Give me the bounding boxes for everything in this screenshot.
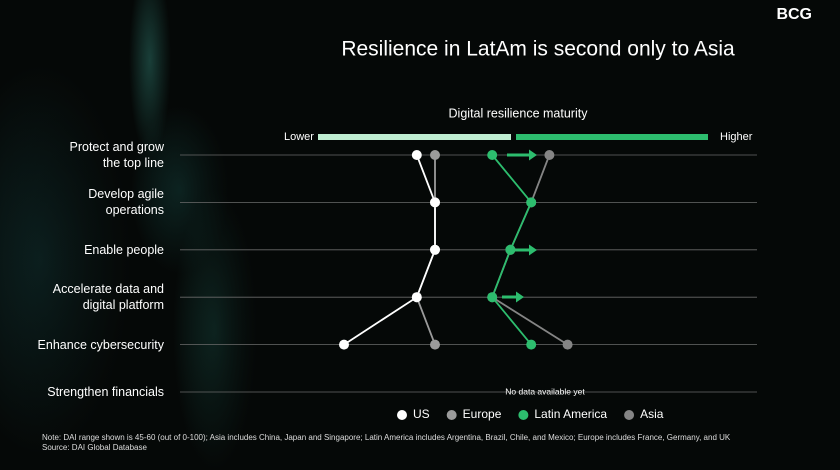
scale-high-label: Higher — [720, 131, 753, 143]
arrows — [502, 149, 537, 303]
row-label: Protect and grow the top line — [69, 140, 165, 170]
row-label: Strengthen financials — [47, 385, 164, 399]
arrow — [507, 149, 537, 161]
arrow — [502, 291, 524, 303]
scale-bar-low — [318, 134, 511, 140]
row-label: Accelerate data and digital platform — [52, 282, 164, 313]
dot — [505, 244, 516, 255]
dot — [487, 292, 498, 303]
dot — [411, 292, 422, 303]
scale-bar-high — [516, 134, 708, 140]
legend-label: Latin America — [534, 407, 607, 421]
chart-subtitle: Digital resilience maturity — [449, 106, 589, 120]
annotation: No data available yet — [505, 386, 585, 396]
legend-label: US — [413, 407, 430, 421]
logo: BCG — [776, 6, 812, 23]
dot — [544, 150, 555, 160]
legend-swatch — [624, 410, 635, 420]
legend-swatch — [397, 410, 407, 420]
dot — [339, 339, 349, 350]
source: Source: DAI Global Database — [42, 443, 147, 452]
row-label: Enhance cybersecurity — [37, 337, 164, 352]
dot — [526, 197, 537, 208]
legend-label: Asia — [640, 407, 664, 421]
arrow — [507, 244, 537, 256]
dot — [430, 197, 440, 208]
scale-low-label: Lower — [284, 131, 314, 143]
dot — [562, 339, 573, 350]
chart-title: Resilience in LatAm is second only to As… — [341, 38, 735, 61]
dot — [430, 339, 440, 350]
dot — [430, 150, 440, 160]
dot — [411, 150, 422, 160]
row-label: Enable people — [84, 242, 164, 257]
dot — [526, 339, 537, 350]
row-label: Develop agile operations — [88, 187, 164, 218]
dot — [487, 150, 498, 160]
legend-swatch — [518, 410, 529, 420]
note: Note: DAI range shown is 45-60 (out of 0… — [42, 433, 731, 442]
legend-label: Europe — [463, 407, 502, 421]
dot — [430, 244, 440, 255]
legend-swatch — [446, 410, 457, 420]
